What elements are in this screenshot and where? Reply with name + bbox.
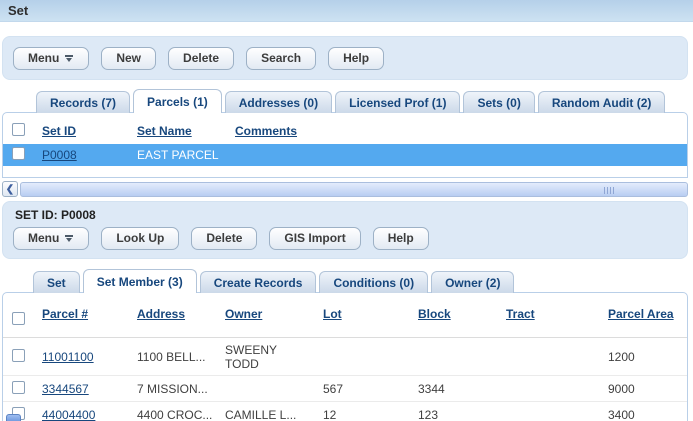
detail-menu-button[interactable]: Menu <box>13 227 90 250</box>
address-cell: 1100 BELL... <box>137 350 206 364</box>
block-cell: 123 <box>418 408 439 421</box>
row-checkbox[interactable] <box>12 381 25 394</box>
address-cell: 7 MISSION... <box>137 382 208 396</box>
tract-cell <box>506 410 608 419</box>
set-name-cell: EAST PARCEL <box>137 148 219 162</box>
lot-cell <box>323 352 418 361</box>
horizontal-scrollbar: ❮ <box>2 181 688 197</box>
scrollbar-track[interactable] <box>20 181 688 197</box>
tab-conditions[interactable]: Conditions (0) <box>319 271 429 293</box>
set-member-table: Parcel # Address Owner Lot Block Tract P… <box>2 292 688 421</box>
help-button[interactable]: Help <box>328 47 385 70</box>
column-header-set-name[interactable]: Set Name <box>137 124 192 138</box>
tab-create-records[interactable]: Create Records <box>199 271 317 293</box>
lot-cell: 567 <box>323 382 344 396</box>
set-list-toolbar: Menu New Delete Search Help <box>13 47 677 70</box>
select-all-checkbox[interactable] <box>12 123 25 136</box>
column-header-lot[interactable]: Lot <box>323 307 342 321</box>
row-checkbox[interactable] <box>12 349 25 362</box>
table-row: 3344567 7 MISSION... 567 3344 9000 <box>3 376 687 402</box>
detail-delete-button[interactable]: Delete <box>191 227 258 250</box>
set-member-table-header: Parcel # Address Owner Lot Block Tract P… <box>3 293 687 338</box>
set-id-link[interactable]: P0008 <box>42 148 77 162</box>
column-header-set-id[interactable]: Set ID <box>42 124 77 138</box>
scrollbar-grip[interactable] <box>604 186 614 194</box>
table-row: 44004400 4400 CROC... CAMILLE L... 12 12… <box>3 402 687 421</box>
parcel-link[interactable]: 11001100 <box>42 350 94 364</box>
column-header-parcel[interactable]: Parcel # <box>42 307 89 321</box>
tract-cell <box>506 352 608 361</box>
tab-parcels[interactable]: Parcels (1) <box>133 89 222 113</box>
column-header-address[interactable]: Address <box>137 307 186 321</box>
parcel-link[interactable]: 44004400 <box>42 408 96 421</box>
table-row[interactable]: P0008 EAST PARCEL <box>3 144 687 166</box>
owner-cell: CAMILLE L... <box>225 408 297 421</box>
block-cell: 3344 <box>418 382 445 396</box>
set-detail-toolbar: Menu Look Up Delete GIS Import Help <box>13 227 677 250</box>
menu-dropdown-icon <box>65 235 74 242</box>
set-detail-tabs: Set Set Member (3) Create Records Condit… <box>0 269 693 293</box>
column-header-owner[interactable]: Owner <box>225 307 263 321</box>
parcel-link[interactable]: 3344567 <box>42 382 89 396</box>
set-list-table: Set ID Set Name Comments P0008 EAST PARC… <box>2 112 688 178</box>
set-list-table-header: Set ID Set Name Comments <box>3 118 687 144</box>
column-header-tract[interactable]: Tract <box>506 307 535 321</box>
menu-dropdown-icon <box>65 55 74 62</box>
row-checkbox[interactable] <box>12 147 25 160</box>
set-detail-header: SET ID: P0008 <box>15 208 96 222</box>
column-header-comments[interactable]: Comments <box>235 124 298 138</box>
parcel-area-cell: 9000 <box>608 382 635 396</box>
new-button[interactable]: New <box>101 47 157 70</box>
tab-licensed-prof[interactable]: Licensed Prof (1) <box>335 91 461 113</box>
table-row: 11001100 1100 BELL... SWEENY TODD 1200 <box>3 338 687 376</box>
set-detail-panel: SET ID: P0008 Menu Look Up Delete GIS Im… <box>2 201 688 259</box>
detail-help-button[interactable]: Help <box>372 227 429 250</box>
owner-cell: SWEENY TODD <box>225 343 278 371</box>
page-title-bar: Set <box>0 0 693 22</box>
parcel-area-cell: 1200 <box>608 350 635 364</box>
scroll-left-arrow[interactable] <box>6 414 21 421</box>
look-up-button[interactable]: Look Up <box>101 227 180 250</box>
lot-cell: 12 <box>323 408 337 421</box>
delete-button[interactable]: Delete <box>168 47 235 70</box>
column-header-parcel-area[interactable]: Parcel Area <box>608 307 674 321</box>
tab-owner[interactable]: Owner (2) <box>431 271 515 293</box>
tab-set[interactable]: Set <box>33 271 80 293</box>
owner-cell <box>225 384 323 393</box>
tract-cell <box>506 384 608 393</box>
menu-button-label: Menu <box>28 231 60 245</box>
set-list-tabs: Records (7) Parcels (1) Addresses (0) Li… <box>0 89 693 113</box>
tab-sets[interactable]: Sets (0) <box>463 91 535 113</box>
tab-set-member[interactable]: Set Member (3) <box>82 269 197 293</box>
search-button[interactable]: Search <box>246 47 317 70</box>
set-list-menu-button[interactable]: Menu <box>13 47 90 70</box>
menu-button-label: Menu <box>28 51 60 65</box>
set-list-toolbar-panel: Menu New Delete Search Help <box>2 36 688 80</box>
address-cell: 4400 CROC... <box>137 408 213 421</box>
tab-random-audit[interactable]: Random Audit (2) <box>537 91 666 113</box>
scroll-left-arrow[interactable]: ❮ <box>2 181 18 197</box>
gis-import-button[interactable]: GIS Import <box>269 227 361 250</box>
parcel-area-cell: 3400 <box>608 408 635 421</box>
column-header-block[interactable]: Block <box>418 307 451 321</box>
tab-addresses[interactable]: Addresses (0) <box>224 91 333 113</box>
select-all-checkbox[interactable] <box>12 312 25 325</box>
tab-records[interactable]: Records (7) <box>36 91 131 113</box>
block-cell <box>418 352 506 361</box>
page-title: Set <box>8 3 29 18</box>
